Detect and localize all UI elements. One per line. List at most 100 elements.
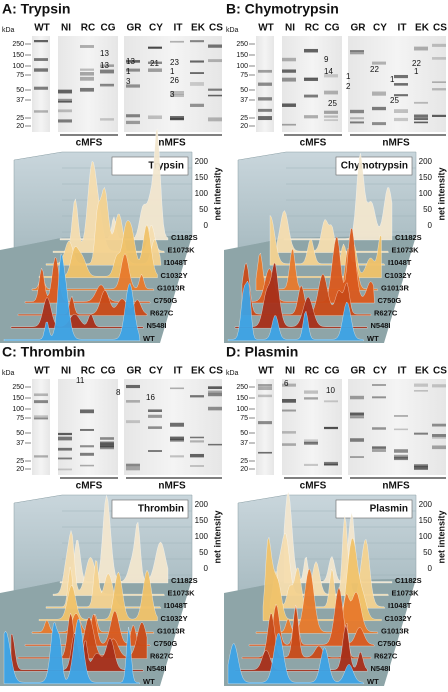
series-label: C750G — [378, 639, 402, 648]
kda-marker: 50 — [16, 430, 24, 437]
gel-band — [148, 409, 162, 412]
lane-label: IT — [398, 366, 407, 377]
gel-band — [170, 116, 184, 120]
gel-band — [80, 464, 94, 467]
kda-marker: 150 — [236, 52, 248, 59]
gel-band — [282, 443, 296, 446]
gel-band — [80, 45, 94, 48]
gel-band — [304, 441, 318, 445]
lane-label: CS — [433, 23, 447, 34]
series-label: I1048T — [388, 601, 412, 610]
gel-band — [282, 409, 296, 412]
gel-band — [34, 110, 48, 113]
axis-tick: 50 — [199, 205, 208, 214]
gel-band — [126, 400, 140, 403]
gel-band — [126, 420, 140, 424]
gel-band — [394, 109, 408, 114]
lane-label: CG — [101, 366, 116, 377]
gel-band — [58, 468, 72, 471]
axis-tick: 0 — [428, 221, 433, 230]
lane-label: CY — [149, 366, 163, 377]
intensity-ridge — [276, 210, 389, 253]
gel-band — [58, 436, 72, 441]
intensity-ridge — [227, 632, 365, 684]
kda-marker: 100 — [236, 63, 248, 70]
gel-band — [126, 60, 140, 63]
gel-band — [414, 101, 428, 104]
lane-label: GR — [351, 23, 367, 34]
series-label: C1032Y — [385, 271, 412, 280]
series-label: C1032Y — [161, 271, 188, 280]
gel-band — [208, 443, 222, 446]
lane-label: GR — [127, 23, 143, 34]
gel-band — [80, 72, 94, 76]
series-label: C1182S — [395, 576, 422, 585]
axis-tick: 0 — [428, 564, 433, 573]
gel-band — [100, 118, 114, 121]
group-label: nMFS — [382, 138, 410, 149]
lane-label: RC — [305, 366, 319, 377]
axis-tick: 100 — [195, 532, 209, 541]
axis-label: net intensity — [436, 510, 446, 563]
lane-label: RC — [81, 23, 95, 34]
gel-band — [170, 387, 184, 390]
kda-marker: 37 — [240, 440, 248, 447]
kda-marker: 75 — [16, 72, 24, 79]
gel-band — [432, 43, 446, 47]
plot-title: Plasmin — [370, 504, 408, 515]
kda-marker: 50 — [240, 87, 248, 94]
gel-band — [170, 90, 184, 95]
gel-band — [190, 436, 204, 439]
kda-marker: 250 — [12, 41, 24, 48]
gel-band — [170, 438, 184, 442]
band-label: 22 — [412, 59, 421, 68]
axis-tick: 150 — [195, 173, 209, 182]
gel-band — [432, 88, 446, 91]
gel-band — [34, 400, 48, 404]
gel-band — [394, 449, 408, 453]
lane-label: CS — [209, 23, 223, 34]
series-label: R627C — [150, 309, 174, 318]
gel-strip — [58, 379, 118, 475]
gel-band — [208, 392, 222, 397]
kda-marker: 20 — [240, 466, 248, 473]
intensity-ridge — [283, 491, 393, 584]
gel-band — [208, 94, 222, 97]
lane-label: GR — [351, 366, 367, 377]
series-label: G1013R — [381, 283, 410, 292]
gel-band — [258, 451, 272, 454]
gel-band — [126, 84, 140, 88]
band-label: 2 — [346, 82, 351, 91]
gel-band — [432, 423, 446, 427]
gel-band — [350, 50, 364, 52]
gel-band — [148, 61, 162, 64]
gel-band — [304, 115, 318, 119]
gel-band — [394, 74, 408, 79]
gel-band — [432, 384, 446, 388]
kda-marker: 20 — [16, 466, 24, 473]
gel-band — [80, 428, 94, 431]
kda-marker: 50 — [240, 430, 248, 437]
gel-band — [170, 118, 184, 121]
group-label: cMFS — [300, 481, 327, 492]
gel-band — [258, 108, 272, 112]
gel-band — [170, 436, 184, 441]
gel-band — [372, 427, 386, 430]
plot-title: Trypsin — [148, 161, 184, 172]
axis-tick: 50 — [423, 548, 432, 557]
gel-band — [208, 88, 222, 91]
kda-marker: 25 — [240, 458, 248, 465]
plot-title: Chymotrypsin — [341, 161, 408, 172]
intensity-ridge — [248, 227, 375, 304]
gel-band — [304, 94, 318, 98]
series-label: R627C — [150, 652, 174, 661]
panel-title: A: Trypsin — [2, 1, 70, 17]
kda-marker: 100 — [12, 406, 24, 413]
gel-band — [282, 77, 296, 82]
gel-band — [80, 87, 94, 92]
lane-label: RC — [305, 23, 319, 34]
gel-band — [126, 463, 140, 467]
gel-band — [432, 436, 446, 439]
